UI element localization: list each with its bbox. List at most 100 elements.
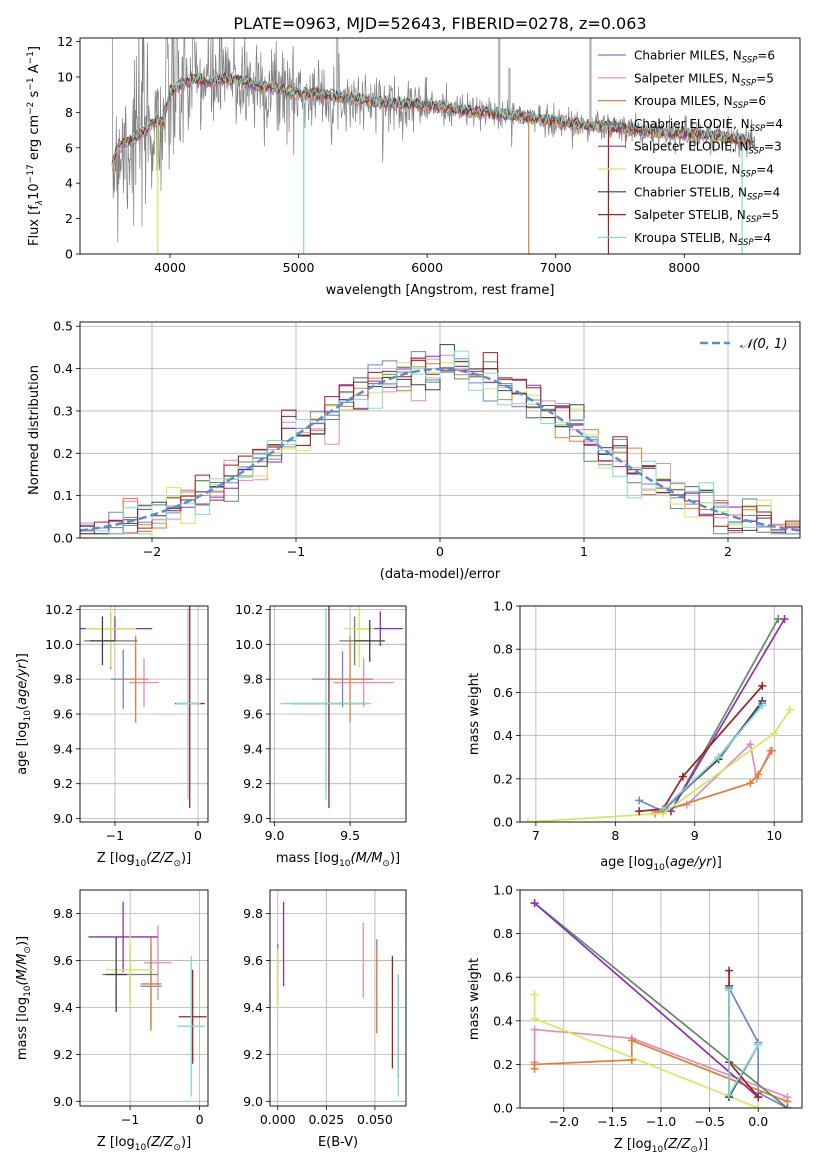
- label-part: SSP: [741, 78, 757, 88]
- plot-area: [88, 901, 207, 1097]
- y-tick-label: 0.1: [53, 488, 73, 503]
- y-tick-label: 6: [65, 140, 73, 155]
- legend-entry: Chabrier STELIB, NSSP=4: [634, 185, 780, 202]
- residual-histogram-line: [80, 362, 800, 535]
- legend-entry: Kroupa MILES, NSSP=6: [634, 94, 766, 111]
- spectrum-panel: 4000 5000 6000 7000 8000 0 2 4 6 8 10 12 wavelength …: [26, 34, 801, 298]
- y-tick-label: 9.6: [53, 707, 73, 722]
- mass-weight-marker: [523, 818, 532, 822]
- x-tick-label: 2: [724, 544, 732, 559]
- label-part: Chabrier MILES, N: [634, 49, 742, 63]
- x-tick-label: 5000: [283, 260, 315, 275]
- label-part: )]: [15, 653, 30, 663]
- x-tick-label: −2.0: [549, 1114, 579, 1129]
- y-tick-label: 0.0: [493, 1101, 513, 1116]
- mass-weight-marker: [754, 770, 763, 779]
- label-part: age [log: [600, 855, 653, 870]
- mass-weight-marker: [530, 899, 539, 908]
- label-part: Chabrier ELODIE, N: [634, 117, 750, 131]
- axes-frame: [269, 605, 407, 823]
- y-tick-label: 9.0: [243, 1094, 263, 1109]
- label-part: 10: [27, 183, 42, 200]
- label-part: SSP: [742, 56, 758, 66]
- y-tick-label: 9.6: [53, 953, 73, 968]
- y-tick-label: 9.0: [243, 811, 263, 826]
- label-part: Flux [f: [27, 205, 42, 246]
- x-tick-label: 9: [691, 828, 699, 843]
- y-tick-label: 9.8: [53, 906, 73, 921]
- label-part: )]: [698, 1137, 708, 1152]
- y-tick-label: 0.4: [493, 728, 513, 743]
- mass-weight-marker: [746, 779, 755, 788]
- y-tick-label: 10.0: [45, 637, 73, 652]
- label-part: 10: [653, 863, 665, 873]
- label-part: Z [log: [97, 1135, 135, 1150]
- x-tick-label: 7000: [540, 260, 572, 275]
- x-tick-label: 10: [766, 828, 782, 843]
- label-part: =6: [757, 49, 775, 63]
- label-part: Kroupa STELIB, N: [634, 231, 738, 245]
- y-tick-label: 8: [65, 105, 73, 120]
- mass-weight-marker: [658, 805, 667, 814]
- x-tick-label: −1: [121, 1112, 139, 1127]
- label-part: (Z/Z: [663, 1137, 691, 1152]
- axes-frame: [79, 889, 209, 1107]
- label-part: SSP: [733, 101, 749, 111]
- y-tick-label: 0.8: [493, 926, 513, 941]
- age-vs-metallicity-panel: −1 09.09.29.49.69.810.010.2Z [log10(Z/Z⊙)…: [15, 602, 209, 869]
- y-tick-label: 0.0: [493, 815, 513, 830]
- mass-weight-marker: [754, 1093, 763, 1102]
- mass-weight-marker: [530, 1014, 539, 1023]
- plot-area: [530, 899, 792, 1108]
- plot-area: [277, 901, 399, 1097]
- label-part: SSP: [747, 192, 763, 202]
- x-tick-label: 9.0: [265, 828, 285, 843]
- mass-weight-marker: [746, 740, 755, 749]
- label-part: −2: [26, 102, 36, 115]
- x-tick-label: 0.050: [357, 1112, 393, 1127]
- mass-weight-marker: [627, 1036, 636, 1045]
- label-part: (M/M: [15, 954, 30, 986]
- mass-weight-marker: [678, 772, 687, 781]
- label-part: (: [15, 705, 30, 710]
- mass-weight-line: [654, 750, 773, 815]
- y-tick-label: 9.2: [243, 1047, 263, 1062]
- mass-weight-marker: [635, 807, 644, 816]
- label-part: 10: [652, 1145, 664, 1155]
- label-part: 10: [339, 859, 351, 869]
- mass-weight-line: [527, 709, 791, 822]
- x-tick-label: 1: [580, 544, 588, 559]
- plot-area: [523, 614, 795, 822]
- residual-histogram-panel: −2 −1 0 1 2 0.0 0.1 0.2 0.3 0.4 0.5 𝒩(0, 1) (data-mo…: [27, 319, 801, 582]
- x-tick-label: −2: [143, 544, 161, 559]
- y-tick-label: 0.2: [493, 771, 513, 786]
- x-tick-label: 0.000: [260, 1112, 296, 1127]
- y-tick-label: 0.6: [493, 685, 513, 700]
- label-part: =5: [756, 71, 774, 85]
- x-tick-label: −1: [287, 544, 305, 559]
- label-part: =4: [756, 163, 774, 177]
- axes-frame: [79, 321, 801, 539]
- age-vs-mass-panel: 9.0 9.5 9.0 9.2 9.4 9.6 9.8 10.0 10.2 mass [log10…: [235, 602, 407, 869]
- mass-weight-line: [670, 618, 779, 812]
- label-part: SSP: [738, 238, 754, 248]
- legend-entry: Chabrier ELODIE, NSSP=4: [634, 117, 783, 134]
- axes-frame: [519, 605, 803, 823]
- x-axis-label: Z [log10(Z/Z⊙)]: [97, 1135, 191, 1153]
- label-part: )]: [181, 1135, 191, 1150]
- label-part: −1: [26, 51, 36, 64]
- mass-weight-marker: [754, 1104, 763, 1108]
- axes-frame: [519, 889, 803, 1109]
- y-tick-label: 10.0: [235, 637, 263, 652]
- mass-vs-metallicity-panel: −1 09.09.29.49.69.8Z [log10(Z/Z⊙)]mass [l…: [15, 889, 209, 1153]
- legend-entry: Kroupa STELIB, NSSP=4: [634, 231, 771, 248]
- mass-weight-marker: [714, 753, 723, 762]
- mass-weight-marker: [530, 990, 539, 999]
- legend-entry: Chabrier MILES, NSSP=6: [634, 49, 775, 66]
- legend-entry: 𝒩(0, 1): [740, 337, 787, 352]
- y-tick-label: 9.2: [243, 776, 263, 791]
- model-fit-line: [111, 72, 755, 165]
- mass-weight-marker: [530, 1060, 539, 1069]
- mass-weight-marker: [725, 1090, 734, 1099]
- mass-weight-line: [639, 685, 763, 813]
